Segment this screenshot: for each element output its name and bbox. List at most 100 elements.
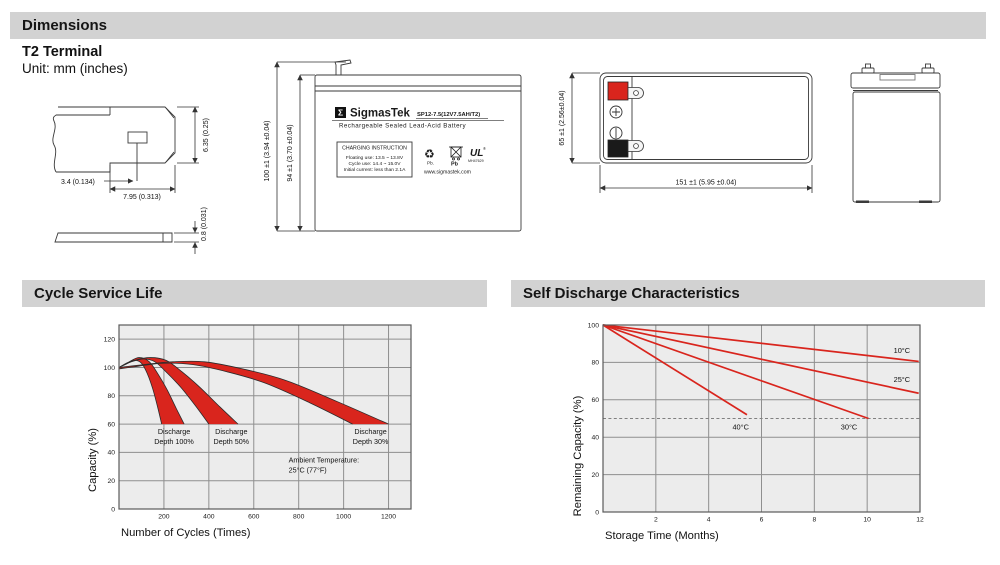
charging-title: CHARGING INSTRUCTION bbox=[342, 146, 407, 152]
dim-thickness: 0.8 (0.031) bbox=[201, 207, 208, 241]
sigma-glyph: Σ bbox=[338, 108, 343, 118]
negative-terminal bbox=[607, 139, 629, 158]
y-tick-label: 0 bbox=[595, 509, 599, 516]
ul-file-number: MH47629 bbox=[468, 159, 484, 163]
front-dimension-lines bbox=[274, 61, 346, 232]
x-tick-label: 12 bbox=[916, 517, 924, 524]
y-tick-label: 100 bbox=[104, 365, 116, 372]
x-axis-label: Storage Time (Months) bbox=[605, 530, 719, 542]
annotation: 25°C (77°F) bbox=[289, 465, 327, 474]
sigma-logo-icon bbox=[335, 107, 346, 118]
series-label: 40°C bbox=[732, 423, 749, 432]
front-terminal-tab bbox=[334, 59, 352, 75]
charging-line-2: Cycle use: 14.4 ~ 15.0V bbox=[348, 161, 401, 167]
x-tick-label: 200 bbox=[158, 514, 170, 521]
y-tick-label: 80 bbox=[591, 360, 599, 367]
model-number: SP12-7.5(12V7.5AH/T2) bbox=[417, 112, 480, 118]
x-tick-label: 600 bbox=[248, 514, 260, 521]
label-subtitle: Rechargeable Sealed Lead-Acid Battery bbox=[339, 123, 467, 130]
crossed-bin-pb-icon bbox=[449, 146, 463, 161]
terminal-dimension-lines bbox=[104, 106, 199, 254]
dim-top-width: 151 ±1 (5.95 ±0.04) bbox=[675, 180, 736, 187]
annotation: Depth 50% bbox=[214, 437, 250, 446]
series-line bbox=[602, 324, 919, 363]
series-line bbox=[602, 324, 748, 416]
band-edge bbox=[118, 357, 185, 425]
y-axis-label: Remaining Capacity (%) bbox=[572, 395, 584, 516]
annotation: Depth 30% bbox=[353, 437, 389, 446]
annotation: Discharge bbox=[354, 427, 386, 436]
x-axis-label: Number of Cycles (Times) bbox=[121, 527, 251, 539]
brand-name: SigmasTek bbox=[350, 108, 410, 120]
top-view-dimension-lines bbox=[569, 72, 813, 193]
bin-pb-text: Pb bbox=[451, 162, 459, 168]
y-tick-label: 60 bbox=[107, 421, 115, 428]
x-tick-label: 1000 bbox=[336, 514, 351, 521]
discharge-band bbox=[119, 357, 239, 425]
y-tick-label: 0 bbox=[111, 506, 115, 513]
section-header-dimensions: Dimensions bbox=[10, 12, 986, 39]
x-tick-label: 10 bbox=[863, 517, 871, 524]
y-tick-label: 100 bbox=[588, 322, 600, 329]
band-edge bbox=[118, 360, 389, 425]
dim-hole-offset: 3.4 (0.134) bbox=[61, 179, 95, 186]
plot-border bbox=[118, 324, 412, 510]
front-case-outline bbox=[314, 59, 522, 232]
y-tick-label: 40 bbox=[591, 435, 599, 442]
y-tick-label: 20 bbox=[107, 478, 115, 485]
terminal-plate-outline bbox=[54, 232, 173, 243]
y-tick-label: 40 bbox=[107, 450, 115, 457]
terminal-detail-drawing: 6.35 (0.25) 3.4 (0.134) 7.95 (0.313) 0.8… bbox=[52, 106, 210, 254]
battery-side-view-drawing bbox=[850, 63, 941, 203]
annotation: Depth 100% bbox=[154, 437, 194, 446]
y-tick-label: 120 bbox=[104, 336, 116, 343]
annotation: Discharge bbox=[215, 427, 247, 436]
band-edge bbox=[118, 362, 353, 425]
series-label: 10°C bbox=[894, 346, 911, 355]
series-line bbox=[602, 324, 869, 420]
terminal-posts bbox=[607, 81, 644, 158]
dim-total-height: 100 ±1 (3.94 ±0.04) bbox=[264, 120, 271, 181]
dim-top-height: 65 ±1 (2.56±0.04) bbox=[559, 90, 566, 145]
annotation: Ambient Temperature: bbox=[289, 455, 360, 464]
section-header-cycle-service-life: Cycle Service Life bbox=[22, 280, 487, 307]
x-tick-label: 4 bbox=[707, 517, 711, 524]
ul-registered-mark: ® bbox=[483, 146, 486, 151]
dim-tab-height: 6.35 (0.25) bbox=[203, 118, 210, 152]
ul-mark-icon: UL bbox=[470, 148, 483, 159]
y-tick-label: 60 bbox=[591, 397, 599, 404]
charging-line-1: Floating use: 13.5 ~ 13.8V bbox=[346, 155, 404, 161]
discharge-band bbox=[119, 361, 389, 425]
y-axis-label: Capacity (%) bbox=[87, 428, 99, 492]
plot-border bbox=[602, 324, 921, 513]
battery-top-view-drawing: 65 ±1 (2.56±0.04) 151 ±1 (5.95 ±0.04) bbox=[559, 72, 813, 193]
x-tick-label: 800 bbox=[293, 514, 305, 521]
dim-tab-width: 7.95 (0.313) bbox=[123, 194, 161, 201]
y-tick-label: 20 bbox=[591, 472, 599, 479]
recycle-pb-icon: ♻ bbox=[424, 147, 435, 161]
side-view-outline bbox=[850, 63, 941, 203]
terminal-tab-outline bbox=[52, 106, 176, 243]
positive-terminal bbox=[607, 81, 629, 101]
charging-instruction-box bbox=[336, 141, 413, 178]
x-tick-label: 400 bbox=[203, 514, 215, 521]
annotation: Discharge bbox=[158, 427, 190, 436]
x-tick-label: 1200 bbox=[381, 514, 396, 521]
website-text: www.sigmastek.com bbox=[424, 170, 471, 176]
terminal-hole bbox=[127, 131, 148, 144]
x-tick-label: 2 bbox=[654, 517, 658, 524]
cycle-service-life-chart: 0 20 40 60 80 100 120 200 400 600 800 1000 1200 Disch… bbox=[87, 324, 412, 539]
section-header-self-discharge: Self Discharge Characteristics bbox=[511, 280, 985, 307]
band-edge bbox=[118, 357, 239, 425]
battery-label: Σ SigmasTek SP12-7.5(12V7.5AH/T2) Rechar… bbox=[332, 107, 504, 178]
terminal-type-heading: T2 Terminal bbox=[22, 44, 103, 60]
discharge-band bbox=[119, 357, 185, 425]
x-tick-label: 8 bbox=[812, 517, 816, 524]
y-tick-label: 80 bbox=[107, 393, 115, 400]
charging-line-3: Initial current: less than 2.1A bbox=[344, 167, 406, 173]
battery-front-view-drawing: 100 ±1 (3.94 ±0.04) 94 ±1 (3.70 ±0.04) Σ… bbox=[264, 59, 522, 232]
unit-note: Unit: mm (inches) bbox=[22, 61, 128, 76]
self-discharge-chart: 10°C 25°C 30°C 40°C 0 20 40 60 80 100 2 4 6 8 10 12 Stor… bbox=[572, 322, 924, 542]
series-label: 25°C bbox=[894, 375, 911, 384]
